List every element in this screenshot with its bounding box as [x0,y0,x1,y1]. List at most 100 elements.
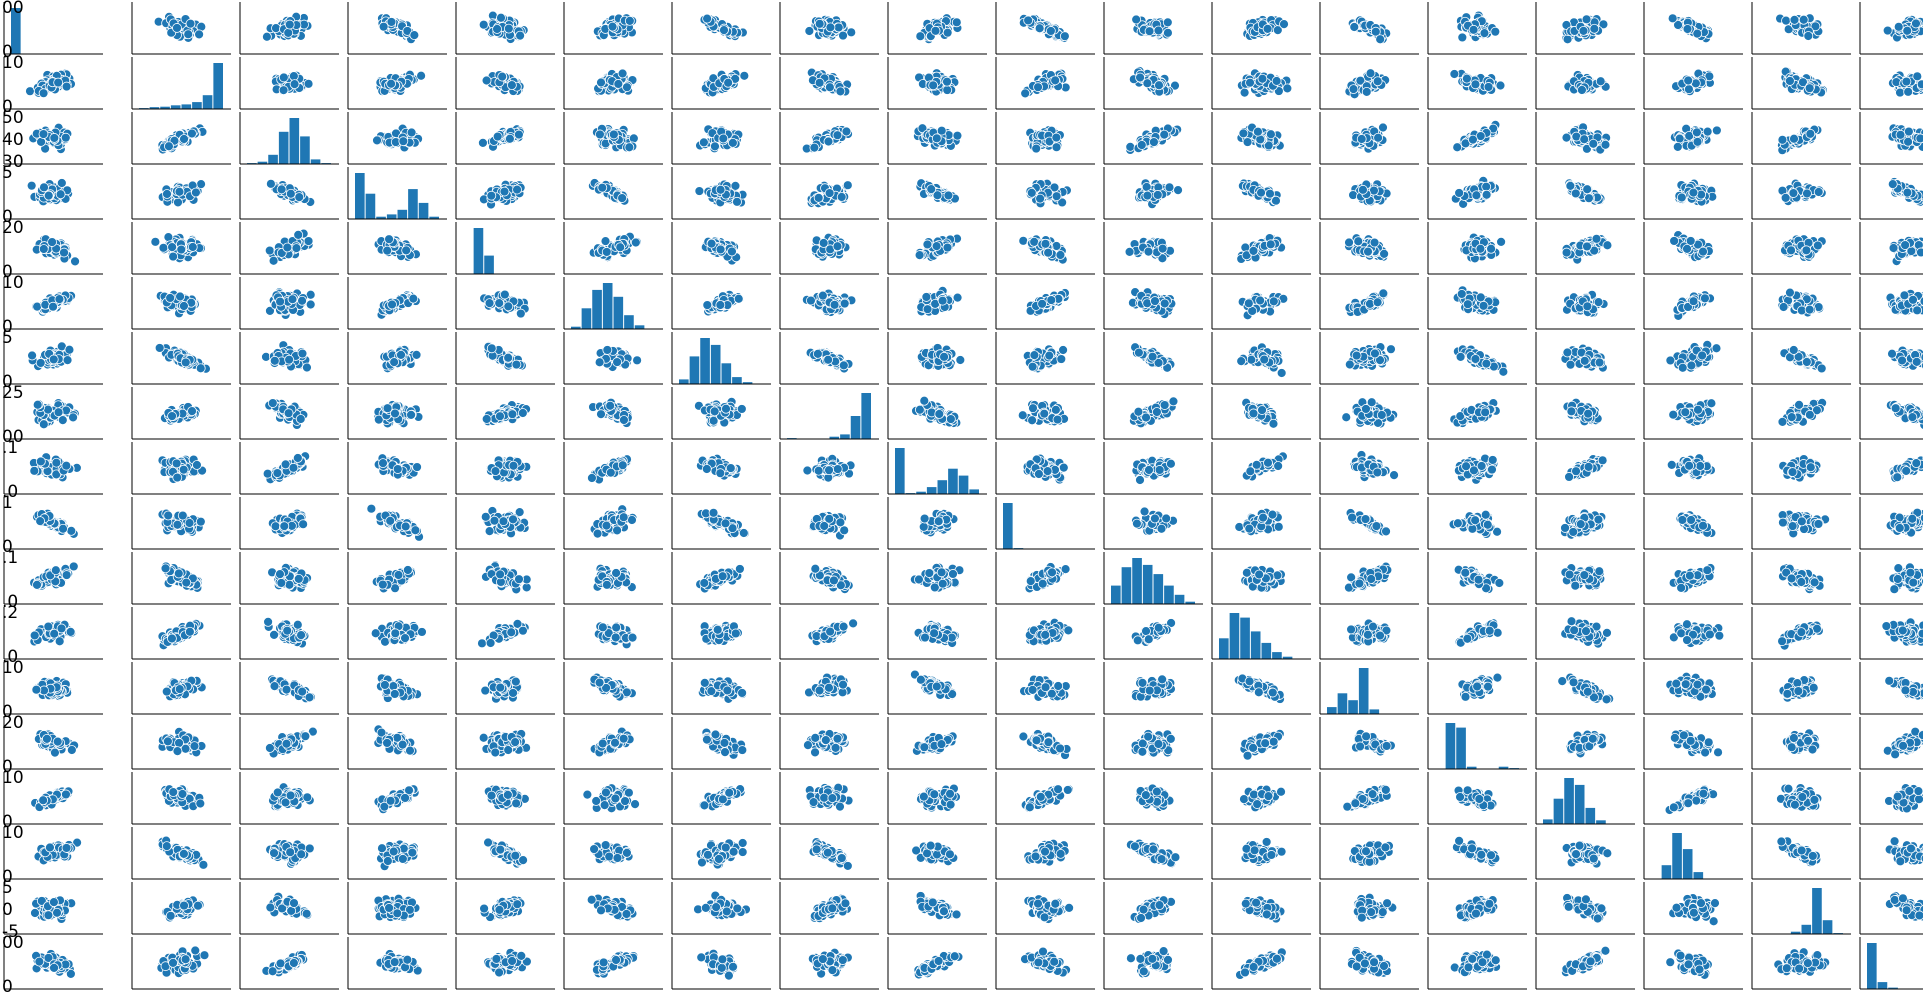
panel-r0-c9 [995,2,1095,55]
scatter-point [710,141,720,152]
scatter-point [931,133,942,144]
histogram-bar [310,159,321,164]
scatter-point [1691,127,1702,138]
scatter-point [382,245,393,256]
scatter-point [1468,24,1479,35]
scatter-point [624,142,635,153]
scatter-point [416,70,427,81]
scatter-point [1579,134,1590,145]
scatter-point [1481,181,1492,192]
scatter-point [1242,137,1253,147]
scatter-point [1578,25,1589,36]
scatter-point [478,137,488,148]
scatter-point [628,133,639,144]
scatter-point [164,141,174,152]
scatter-point [174,186,185,197]
scatter-point [952,130,963,141]
panel-r2-c15 [1643,112,1743,165]
scatter-point [617,193,628,203]
scatter-point [842,180,853,191]
scatter-point [384,234,394,245]
scatter-point [597,182,608,193]
scatter-point [49,133,60,143]
scatter-point [179,134,189,144]
y-tick-label: 5 [2,163,13,183]
scatter-point [1813,187,1824,197]
panel-r2-c2 [239,112,339,165]
scatter-point [1144,26,1155,37]
scatter-point [283,28,294,38]
scatter-point [1378,122,1388,133]
scatter-point [732,196,742,207]
scatter-point [942,242,953,253]
scatter-point [289,79,300,90]
scatter-point [832,241,843,252]
scatter-point [1349,22,1360,32]
scatter-point [1365,68,1376,79]
panel-r4-c9 [995,222,1095,275]
panel-r3-c11 [1211,167,1311,220]
scatter-point [1798,14,1809,25]
scatter-point [833,22,844,33]
scatter-point [607,21,618,32]
scatter-point [1164,182,1175,193]
histogram-bar [268,154,278,164]
panel-r2-c3 [347,112,447,165]
scatter-point [1266,129,1276,140]
panel-r2-c1 [131,112,231,165]
scatter-point [1051,191,1062,202]
scatter-point [271,23,281,33]
scatter-point [622,82,632,93]
scatter-point [512,184,522,195]
scatter-point [1490,26,1501,37]
panel-r1-c7 [779,57,879,110]
scatter-point [813,192,824,203]
scatter-point [1581,14,1592,25]
panel-r3-c17 [1859,167,1923,220]
scatter-point [1257,73,1268,84]
panel-r3-c14 [1535,167,1635,220]
panel-r4-c2 [239,222,339,275]
scatter-point [824,82,835,93]
scatter-point [1903,86,1914,97]
scatter-point [1595,76,1606,87]
scatter-point [496,12,506,23]
scatter-point [1348,84,1359,95]
scatter-point [617,68,628,79]
scatter-point [406,127,417,138]
histogram-bar [408,189,418,219]
panel-r0-c11 [1211,2,1311,55]
scatter-point [276,184,287,195]
scatter-point [303,236,314,246]
panel-r1-c10 [1103,57,1203,110]
scatter-point [386,17,397,27]
scatter-point [596,77,606,88]
panel-r2-c10 [1103,112,1203,165]
scatter-point [1051,132,1062,143]
panel-r1-c9 [995,57,1095,110]
scatter-point [951,17,962,28]
panel-r1-c15 [1643,57,1743,110]
scatter-point [43,190,54,201]
panel-r4-c4 [455,222,555,275]
scatter-point [1565,180,1576,191]
scatter-point [264,245,275,256]
scatter-point [723,77,734,88]
scatter-point [809,142,820,153]
scatter-point [492,131,503,142]
scatter-point [698,137,709,148]
scatter-point [47,237,57,247]
scatter-point [266,178,276,189]
scatter-point [196,179,206,190]
scatter-point [838,30,848,41]
scatter-point [1159,129,1170,140]
panel-r3-c16 [1751,167,1851,220]
scatter-point [1711,125,1722,136]
scatter-point [1373,132,1384,143]
scatter-point [930,25,941,36]
scatter-point [60,132,71,143]
panel-r1-c11 [1211,57,1311,110]
scatter-point [1584,193,1594,204]
scatter-point [163,232,174,243]
scatter-point [706,238,717,249]
